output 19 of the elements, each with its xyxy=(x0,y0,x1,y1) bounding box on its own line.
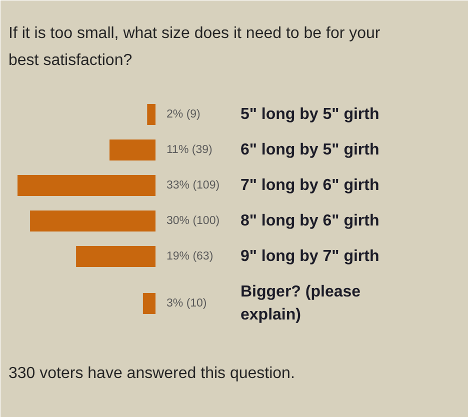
y-tick-label: 6" long by 5" girth xyxy=(240,142,380,158)
bar xyxy=(76,246,156,267)
y-tick-label: 8" long by 6" girth xyxy=(240,212,380,230)
y-tick-label: 9" long by 7" girth xyxy=(240,248,380,265)
y-tick-label: 7" long by 6" girth xyxy=(240,177,380,194)
bar xyxy=(18,175,156,196)
bar xyxy=(30,210,156,232)
data-label: 33% (109) xyxy=(166,180,220,192)
data-label: 3% (10) xyxy=(166,298,207,310)
y-tick-label: 5" long by 5" girth xyxy=(240,106,380,123)
y-tick-label: Bigger? (please explain) xyxy=(240,284,361,324)
data-label: 19% (63) xyxy=(166,250,214,262)
bar xyxy=(147,104,156,125)
bar xyxy=(110,140,156,160)
data-label: 30% (100) xyxy=(166,215,220,227)
data-label: 11% (39) xyxy=(166,144,212,156)
text: 330 voters have answered this question. xyxy=(8,365,295,382)
text: If it is too small, what size does it need to be for your best satisfaction? xyxy=(8,25,381,69)
data-label: 2% (9) xyxy=(166,108,201,120)
